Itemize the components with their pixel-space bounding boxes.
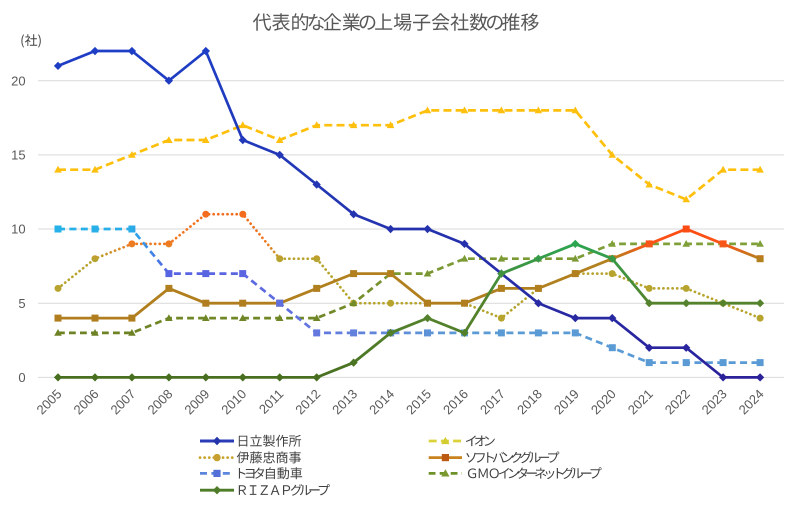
svg-text:20: 20 <box>11 73 25 88</box>
svg-text:15: 15 <box>11 148 25 163</box>
svg-text:5: 5 <box>18 296 25 311</box>
svg-text:0: 0 <box>18 370 25 385</box>
svg-text:10: 10 <box>11 222 25 237</box>
